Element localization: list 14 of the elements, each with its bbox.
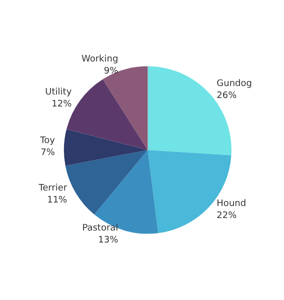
slice-label: Gundog xyxy=(216,78,252,89)
slice-label: Terrier xyxy=(38,184,68,194)
slice-label: Toy xyxy=(39,136,56,146)
data-label: 9% xyxy=(104,66,119,77)
data-label: 12% xyxy=(52,99,72,110)
data-label: 22% xyxy=(216,211,238,222)
slice-label: Hound xyxy=(216,199,246,210)
data-label: 11% xyxy=(47,196,68,206)
data-label: 13% xyxy=(98,235,119,246)
data-label: 26% xyxy=(216,90,238,101)
slice-label: Working xyxy=(81,54,118,65)
slice-label: Utility xyxy=(45,87,72,98)
slice-label: Pastoral xyxy=(82,223,118,234)
data-label: 7% xyxy=(40,148,56,158)
